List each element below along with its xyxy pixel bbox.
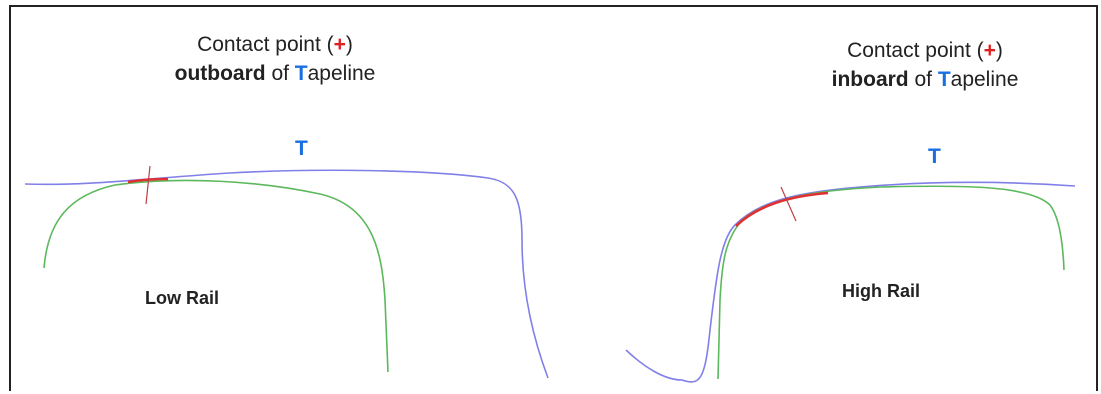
left-caption: Contact point (+) outboard of Tapeline	[140, 30, 410, 88]
low-rail-label: Low Rail	[145, 288, 220, 308]
right-tapeline-label: T	[928, 145, 941, 168]
contact-symbol: +	[983, 39, 996, 62]
right-caption-line1: Contact point (+)	[847, 39, 1003, 62]
left-caption-line2: outboard of Tapeline	[174, 62, 376, 85]
high-tapeline	[625, 181, 1076, 383]
contact-symbol: +	[333, 33, 346, 56]
low-rail-profile	[43, 179, 389, 373]
high-contact-patch	[735, 191, 829, 227]
high-contact-marker	[780, 186, 797, 222]
left-caption-line1: Contact point (+)	[197, 33, 353, 56]
low-contact-marker	[145, 165, 151, 205]
high-rail-label: High Rail	[842, 281, 921, 301]
low-contact-patch	[127, 177, 169, 184]
low-tapeline	[24, 169, 549, 379]
high-rail-profile	[717, 185, 1065, 380]
diagram-frame	[9, 5, 1098, 391]
right-caption: Contact point (+) inboard of Tapeline	[790, 36, 1060, 94]
left-tapeline-label: T	[295, 137, 308, 160]
right-caption-line2: inboard of Tapeline	[831, 68, 1019, 91]
